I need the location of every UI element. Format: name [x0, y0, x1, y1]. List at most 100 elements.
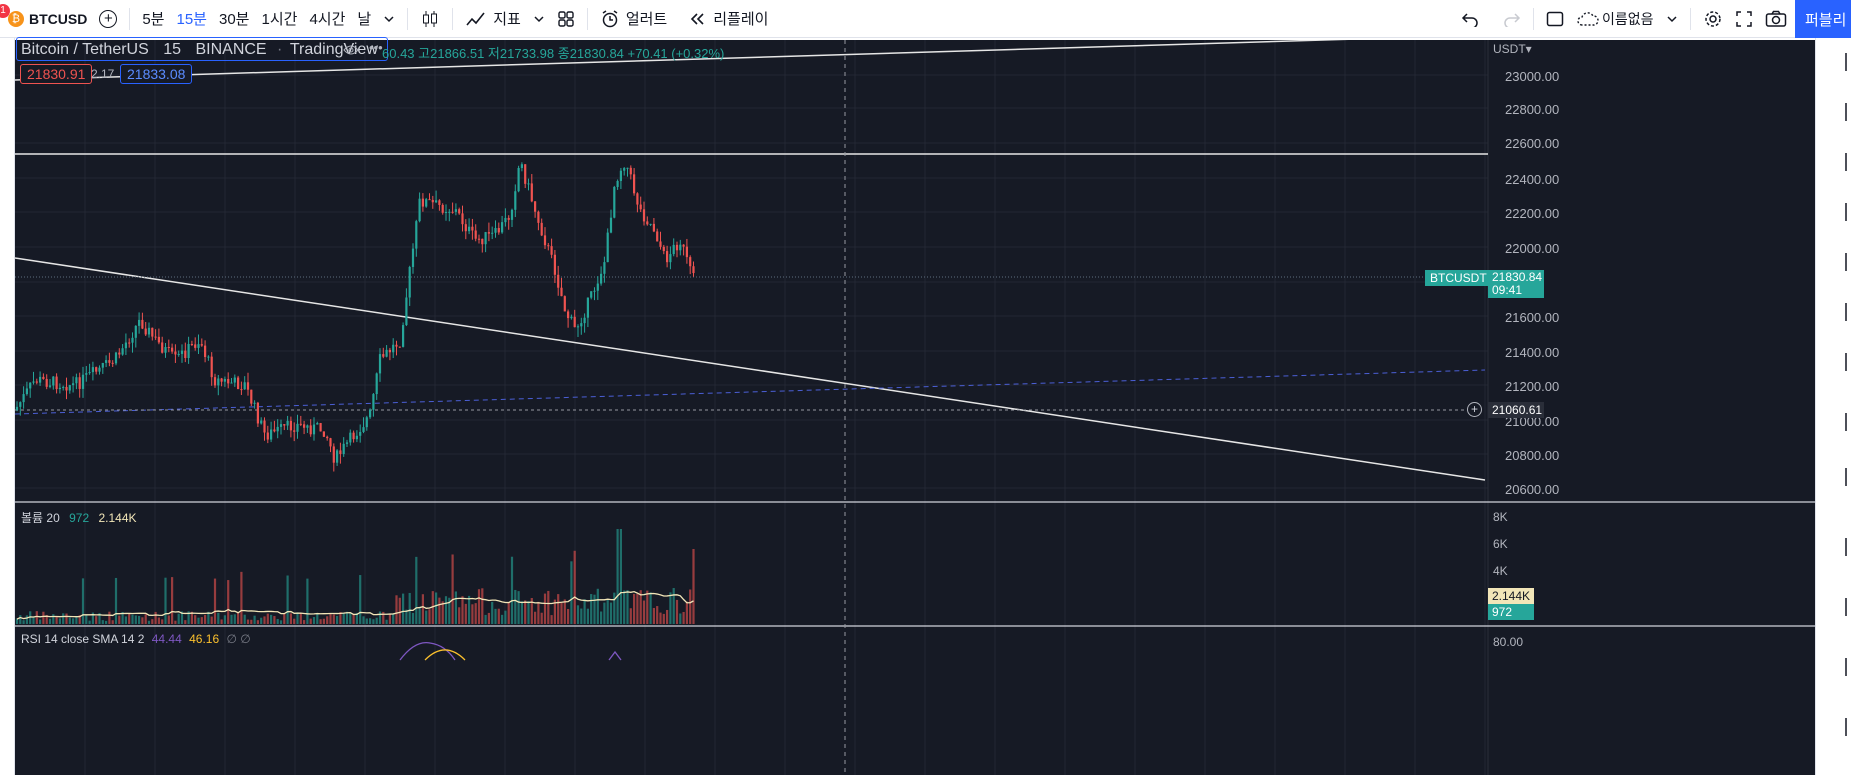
volume-bar: [421, 594, 424, 624]
chevron-down-icon: [534, 15, 544, 22]
snapshot-button[interactable]: [1759, 0, 1793, 38]
interval-15m[interactable]: 15분: [176, 11, 208, 28]
candle-body: [42, 376, 45, 379]
volume-bar: [560, 602, 563, 624]
candle-body: [342, 443, 345, 454]
interval-5m[interactable]: 5분: [142, 11, 165, 28]
chart-area[interactable]: Bitcoin / TetherUS 15 BINANCE · TradingV…: [15, 37, 1815, 775]
rsi-tick: 80.00: [1493, 635, 1524, 649]
candle-body: [312, 424, 316, 435]
price-tick: 22200.00: [1505, 206, 1560, 221]
legend-interval: 15: [163, 41, 182, 58]
layout-dropdown[interactable]: [1660, 0, 1684, 38]
candle-body: [35, 381, 38, 383]
chart-type-button[interactable]: [414, 0, 446, 38]
layout-name: 이름없음: [1602, 11, 1654, 27]
fullscreen-mode-button[interactable]: [1540, 0, 1570, 38]
candle-body: [171, 347, 174, 352]
volume-bar: [553, 599, 556, 624]
volume-bar: [593, 594, 596, 624]
volume-bar: [15, 618, 19, 624]
interval-1h[interactable]: 1시간: [261, 11, 298, 28]
candle-body: [230, 382, 233, 384]
candle-body: [233, 377, 236, 383]
volume-bar: [444, 596, 448, 624]
volume-bar: [332, 614, 335, 624]
volume-bar: [213, 578, 217, 624]
candle-body: [537, 211, 540, 223]
volume-bar: [672, 588, 675, 624]
volume-bar: [101, 620, 104, 624]
candle-body: [332, 446, 335, 463]
volume-bar: [289, 613, 292, 624]
volume-bar: [567, 609, 570, 624]
candle-body: [517, 168, 520, 192]
candle-body: [685, 246, 688, 258]
candle-body: [177, 353, 180, 355]
candle-body: [593, 290, 596, 292]
candle-body: [309, 425, 312, 435]
volume-ma-tag: 2.144K: [1488, 588, 1534, 604]
candle-body: [194, 344, 197, 348]
candle-body: [256, 402, 259, 424]
volume-bar: [22, 620, 25, 624]
candle-body: [494, 227, 497, 233]
volume-bar: [105, 620, 108, 624]
replay-button[interactable]: 리플레이: [683, 0, 774, 38]
candle-body: [573, 316, 576, 328]
candle-body: [530, 183, 533, 202]
candle-body: [583, 317, 586, 324]
volume-bar: [534, 611, 537, 624]
candle-body: [656, 231, 659, 242]
layout-save-button[interactable]: 이름없음: [1570, 0, 1660, 38]
eye-icon[interactable]: [343, 44, 359, 56]
candle-body: [507, 217, 510, 220]
interval-1d[interactable]: 날: [357, 11, 372, 28]
templates-button[interactable]: [551, 0, 581, 38]
bid-price-tag[interactable]: 21830.91: [20, 64, 93, 84]
alert-button[interactable]: 얼러트: [594, 0, 673, 38]
candle-body: [316, 423, 319, 425]
candlestick-icon: [423, 10, 438, 27]
redo-button[interactable]: [1497, 0, 1527, 38]
volume-bar: [395, 595, 398, 624]
ask-price-tag[interactable]: 21833.08: [120, 64, 193, 84]
undo-button[interactable]: [1455, 0, 1485, 38]
volume-bar: [118, 615, 121, 624]
fullscreen-button[interactable]: [1729, 0, 1759, 38]
volume-bars: [15, 529, 695, 624]
camera-icon: [1765, 10, 1786, 27]
symbol-search[interactable]: ₿ BTCUSD: [0, 0, 93, 38]
legend-ohlc: 60.43 고21866.51 저21733.98 종21830.84 +70.…: [382, 46, 725, 61]
candle-body: [576, 326, 580, 328]
settings-button[interactable]: [1697, 0, 1729, 38]
indicators-button[interactable]: 지표: [459, 0, 527, 38]
rsi-sma-value: 46.16: [189, 632, 220, 646]
notification-badge[interactable]: 1: [0, 4, 10, 18]
volume-bar: [237, 612, 240, 624]
compare-symbol-button[interactable]: +: [93, 0, 123, 38]
volume-bar: [293, 618, 296, 624]
more-options-icon[interactable]: •••: [369, 40, 383, 55]
volume-bar: [659, 612, 662, 624]
candle-body: [398, 346, 401, 348]
volume-bar: [62, 613, 65, 624]
volume-bar: [220, 619, 223, 624]
currency-selector[interactable]: USDT▾: [1493, 42, 1532, 56]
volume-bar: [573, 550, 576, 624]
publish-button[interactable]: 퍼블리: [1795, 0, 1851, 38]
interval-4h[interactable]: 4시간: [309, 11, 346, 28]
indicators-dropdown[interactable]: [527, 0, 551, 38]
volume-bar: [200, 617, 203, 624]
volume-bar: [517, 591, 520, 624]
volume-bar: [494, 608, 497, 624]
add-alert-plus-icon[interactable]: +: [1467, 402, 1482, 417]
candle-body: [359, 431, 362, 436]
volume-bar: [138, 615, 141, 624]
interval-30m[interactable]: 30분: [219, 11, 250, 28]
volume-bar: [164, 577, 167, 624]
candle-body: [81, 374, 85, 389]
symbol-legend[interactable]: [16, 37, 388, 61]
interval-dropdown-button[interactable]: [377, 0, 401, 38]
volume-bar: [144, 614, 147, 624]
